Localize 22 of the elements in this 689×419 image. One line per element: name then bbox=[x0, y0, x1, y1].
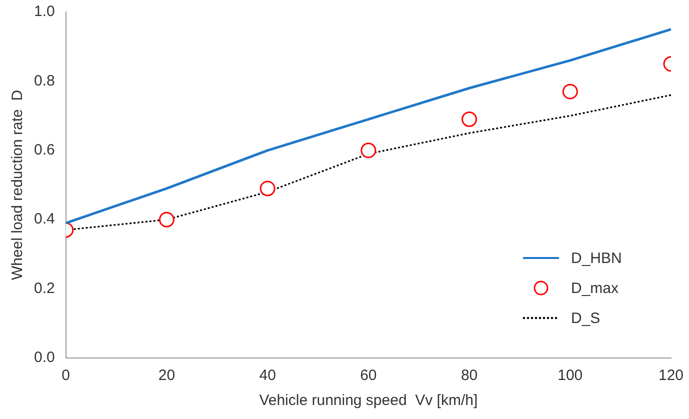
legend-label: D_S bbox=[571, 310, 600, 326]
point bbox=[562, 84, 578, 100]
legend-label: D_HBN bbox=[571, 250, 622, 266]
legend-label: D_max bbox=[571, 280, 619, 296]
x-tick-label: 60 bbox=[360, 367, 377, 384]
x-tick-label: 120 bbox=[658, 367, 684, 384]
x-tick-label: 20 bbox=[158, 367, 176, 384]
x-tick-label: 100 bbox=[558, 367, 583, 384]
y-tick-label: 0.4 bbox=[34, 210, 55, 228]
x-axis-title: Vehicle running speed Vv [km/h] bbox=[259, 392, 478, 410]
y-tick-label: 0.2 bbox=[34, 280, 55, 297]
point bbox=[360, 142, 376, 158]
point bbox=[260, 180, 276, 196]
x-tick-label: 0 bbox=[62, 367, 70, 384]
x-tick-label: 40 bbox=[259, 367, 276, 384]
point bbox=[462, 112, 478, 128]
y-tick-label: 0.0 bbox=[34, 349, 55, 366]
y-axis-title: Wheel load reduction rate D bbox=[9, 90, 26, 280]
x-tick-label: 80 bbox=[460, 367, 478, 384]
y-tick-label: 0.6 bbox=[34, 142, 55, 159]
y-tick-label: 1.0 bbox=[34, 3, 55, 20]
y-tick-label: 0.8 bbox=[34, 72, 55, 90]
